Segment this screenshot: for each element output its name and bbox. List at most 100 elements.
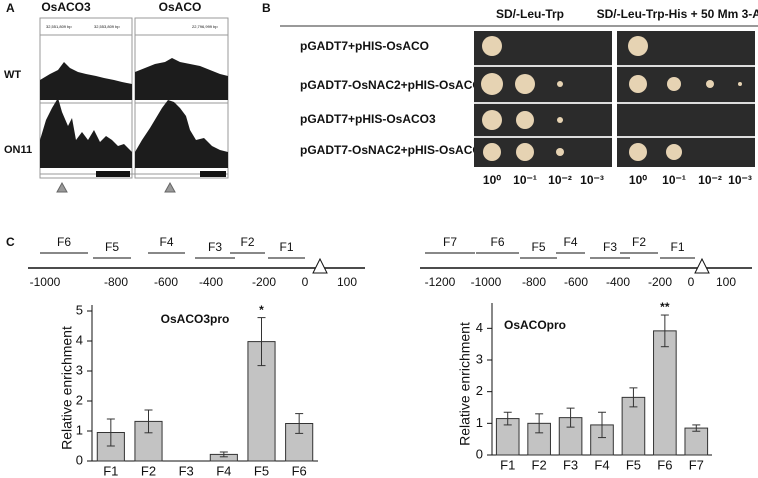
fragment-label: F6 xyxy=(490,235,504,249)
y-axis-label: Relative enrichment xyxy=(457,322,473,446)
construct-label: pGADT7+pHIS-OsACO xyxy=(300,39,429,53)
y-tick-label: 5 xyxy=(76,302,83,317)
fragment-label: F5 xyxy=(105,240,119,254)
construct-label: pGADT7-OsNAC2+pHIS-OsACO3 xyxy=(300,143,489,157)
position-label: 0 xyxy=(688,275,695,289)
coordinate: 32,553,809 bp xyxy=(94,24,120,29)
coverage-track xyxy=(40,58,228,168)
colony-spot xyxy=(483,143,501,161)
position-label: -1000 xyxy=(30,275,61,289)
y-tick-label: 3 xyxy=(76,362,83,377)
x-tick-label: F4 xyxy=(216,463,231,478)
colony-spot xyxy=(667,77,681,91)
position-label: -800 xyxy=(522,275,546,289)
tss-marker xyxy=(694,257,710,274)
colony-spot xyxy=(666,144,682,160)
fragment-label: F2 xyxy=(240,235,254,249)
y-tick-label: 2 xyxy=(476,383,483,398)
x-tick-label: F4 xyxy=(594,457,609,472)
tss-marker xyxy=(312,257,328,274)
x-tick-label: F5 xyxy=(626,457,641,472)
yeast-plates xyxy=(474,31,755,167)
construct-label: pGADT7+pHIS-OsACO3 xyxy=(300,112,436,126)
dilution-label: 10⁰ xyxy=(483,173,501,187)
x-tick-label: F2 xyxy=(532,457,547,472)
fragment-label: F1 xyxy=(670,240,684,254)
x-tick-label: F1 xyxy=(500,457,515,472)
fragment-label: F1 xyxy=(279,240,293,254)
position-label: -400 xyxy=(199,275,223,289)
colony-spot xyxy=(482,110,502,130)
row-label: WT xyxy=(4,69,21,81)
medium-label: SD/-Leu-Trp-His + 50 Mm 3-AT xyxy=(597,7,758,21)
coordinate: 22,796,999 bp xyxy=(192,24,218,29)
fragment-label: F5 xyxy=(531,240,545,254)
panel-label: B xyxy=(262,1,271,15)
dilution-label: 10⁻³ xyxy=(580,173,604,187)
y-tick-label: 2 xyxy=(76,392,83,407)
x-tick-label: F7 xyxy=(689,457,704,472)
x-tick-label: F6 xyxy=(657,457,672,472)
x-tick-label: F3 xyxy=(563,457,578,472)
fragment-label: F7 xyxy=(443,235,457,249)
chart-title: OsACO3pro xyxy=(161,312,230,326)
dilution-label: 10⁻² xyxy=(698,173,722,187)
fragment-label: F3 xyxy=(603,240,617,254)
y-tick-label: 0 xyxy=(476,446,483,461)
position-label: -600 xyxy=(154,275,178,289)
colony-spot xyxy=(481,73,503,95)
position-label: -400 xyxy=(606,275,630,289)
panel-label: A xyxy=(6,1,15,15)
chart-title: OsACOpro xyxy=(504,318,566,332)
x-tick-label: F2 xyxy=(141,463,156,478)
coordinate: 32,551,809 bp xyxy=(46,24,72,29)
construct-label: pGADT7-OsNAC2+pHIS-OsACO xyxy=(300,78,482,92)
position-label: -1200 xyxy=(425,275,456,289)
bar xyxy=(684,427,709,456)
fragment-label: F3 xyxy=(208,240,222,254)
colony-spot xyxy=(629,75,647,93)
bar xyxy=(653,330,677,456)
x-tick-label: F1 xyxy=(103,463,118,478)
dilution-label: 10⁻³ xyxy=(728,173,752,187)
colony-spot xyxy=(482,36,502,56)
position-label: -200 xyxy=(252,275,276,289)
fragment-label: F4 xyxy=(159,235,173,249)
colony-spot xyxy=(629,143,647,161)
colony-spot xyxy=(738,82,742,86)
position-label: -800 xyxy=(104,275,128,289)
colony-spot xyxy=(515,74,535,94)
significance: ** xyxy=(660,300,670,314)
x-tick-label: F5 xyxy=(254,463,269,478)
gene-label: OsACO3 xyxy=(41,0,91,14)
dilution-label: 10⁻¹ xyxy=(513,173,537,187)
fragment-label: F2 xyxy=(632,235,646,249)
colony-spot xyxy=(516,111,534,129)
dilution-label: 10⁰ xyxy=(629,173,647,187)
dilution-label: 10⁻² xyxy=(548,173,572,187)
y-axis-label: Relative enrichment xyxy=(59,326,75,450)
x-tick-label: F6 xyxy=(292,463,307,478)
gene-model xyxy=(40,171,228,193)
colony-spot xyxy=(557,81,563,87)
panel-label: C xyxy=(6,235,15,249)
gene-label: OsACO xyxy=(159,0,202,14)
position-label: -600 xyxy=(564,275,588,289)
dilution-label: 10⁻¹ xyxy=(662,173,686,187)
position-label: 0 xyxy=(302,275,309,289)
colony-spot xyxy=(516,143,534,161)
y-tick-label: 1 xyxy=(476,415,483,430)
y-tick-label: 4 xyxy=(76,332,83,347)
y-tick-label: 3 xyxy=(476,351,483,366)
position-label: -200 xyxy=(648,275,672,289)
position-label: -1000 xyxy=(471,275,502,289)
x-tick-label: F3 xyxy=(179,463,194,478)
y-tick-label: 0 xyxy=(76,452,83,467)
fragment-label: F6 xyxy=(57,235,71,249)
position-label: 100 xyxy=(337,275,357,289)
y-tick-label: 1 xyxy=(76,422,83,437)
colony-spot xyxy=(556,148,564,156)
position-label: 100 xyxy=(716,275,736,289)
track-frame xyxy=(39,17,229,179)
